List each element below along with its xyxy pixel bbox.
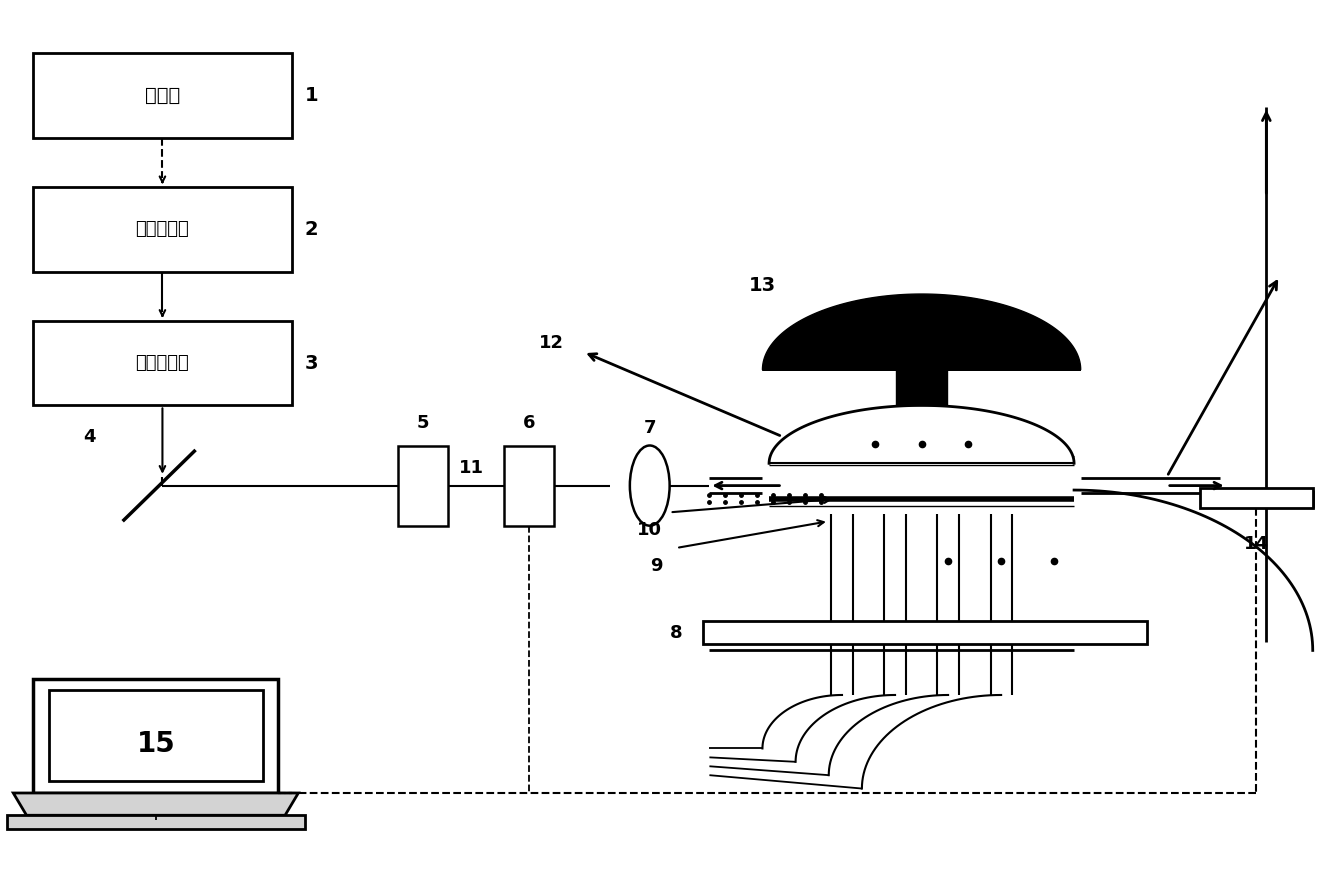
Bar bbox=[504, 446, 554, 526]
Bar bbox=[49, 690, 263, 781]
Bar bbox=[33, 53, 292, 138]
Text: 13: 13 bbox=[749, 275, 776, 295]
Text: 5: 5 bbox=[416, 414, 430, 432]
Polygon shape bbox=[7, 815, 305, 829]
Polygon shape bbox=[13, 793, 298, 815]
Text: 再生放大器: 再生放大器 bbox=[135, 354, 190, 372]
Ellipse shape bbox=[630, 446, 670, 526]
Text: 10: 10 bbox=[638, 521, 662, 539]
Text: 12: 12 bbox=[538, 334, 564, 352]
Bar bbox=[703, 622, 1147, 643]
Text: 飞秒激光器: 飞秒激光器 bbox=[135, 220, 190, 239]
Text: 3: 3 bbox=[305, 354, 318, 372]
Text: 15: 15 bbox=[137, 730, 175, 758]
Bar bbox=[1200, 488, 1313, 508]
Text: 8: 8 bbox=[670, 624, 683, 642]
Bar bbox=[33, 679, 278, 793]
Text: 1: 1 bbox=[305, 86, 318, 105]
Text: 4: 4 bbox=[84, 428, 95, 446]
Text: 2: 2 bbox=[305, 220, 318, 239]
Text: 9: 9 bbox=[650, 557, 663, 575]
Bar bbox=[33, 321, 292, 405]
Text: 11: 11 bbox=[459, 459, 484, 477]
Text: 泵浦源: 泵浦源 bbox=[145, 86, 180, 105]
Text: 7: 7 bbox=[643, 419, 656, 437]
Bar bbox=[33, 187, 292, 272]
Text: 14: 14 bbox=[1244, 535, 1269, 552]
Text: 6: 6 bbox=[522, 414, 536, 432]
Polygon shape bbox=[896, 370, 947, 405]
Polygon shape bbox=[762, 294, 1081, 370]
Bar bbox=[398, 446, 448, 526]
